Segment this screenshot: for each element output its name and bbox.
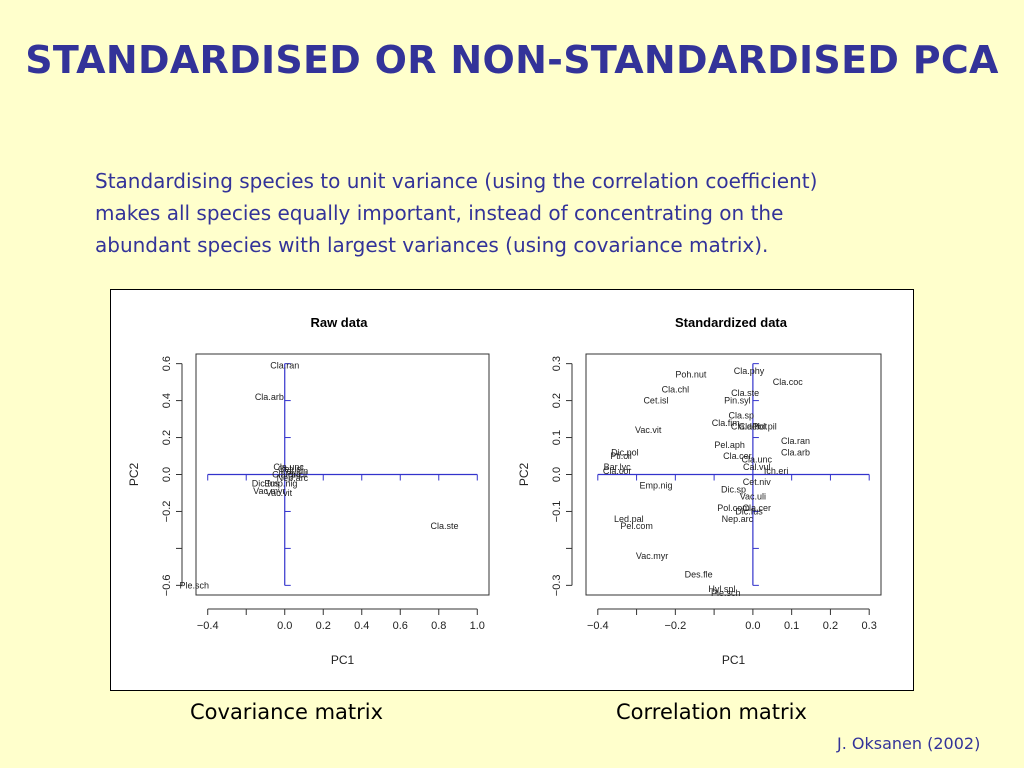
p1-species-label: Cla.gra <box>272 470 301 480</box>
caption-covariance: Covariance matrix <box>190 700 384 724</box>
p2-y-tick-label: 0.2 <box>551 393 563 408</box>
p2-species-label: Cla.unc <box>742 455 773 465</box>
p1-chart-title: Raw data <box>310 315 368 330</box>
p2-species-label: Dic.fus <box>735 506 763 516</box>
slide-title: STANDARDISED OR NON-STANDARDISED PCA <box>25 38 999 82</box>
p1-y-axis-title: PC2 <box>127 463 141 487</box>
p2-species-label: Cla.cor <box>603 466 632 476</box>
p2-x-tick-label: 0.2 <box>823 620 838 632</box>
p1-species-label: Cla.arb <box>255 392 284 402</box>
p2-species-label: Cla.sp <box>728 410 754 420</box>
p2-x-axis-title: PC1 <box>722 653 746 667</box>
p2-x-tick-label: −0.4 <box>587 620 609 632</box>
p1-y-tick-label: −0.2 <box>161 501 173 523</box>
p2-species-label: Cla.ran <box>781 436 810 446</box>
p2-plot-frame <box>585 353 882 596</box>
p1-species-label: Ple.sch <box>179 580 209 590</box>
p2-y-axis-title: PC2 <box>517 463 531 487</box>
p2-y-tick-label: 0.1 <box>551 430 563 445</box>
p2-species-label: Pol.com <box>717 503 750 513</box>
p2-x-tick-label: 0.0 <box>745 620 760 632</box>
p2-species-label: Cla.arb <box>781 447 810 457</box>
p2-species-label: Des.fle <box>685 569 713 579</box>
p2-species-label: Cla.chl <box>662 385 690 395</box>
p2-species-label: Dic.pol <box>611 447 639 457</box>
p2-species-label: Cla.coc <box>773 377 804 387</box>
p1-species-label: Vac.vit <box>266 488 293 498</box>
p1-x-tick-label: 0.2 <box>316 620 331 632</box>
p2-species-label: Poh.nut <box>675 370 707 380</box>
p1-y-tick-label: 0.2 <box>161 430 173 445</box>
p1-x-axis-title: PC1 <box>331 653 355 667</box>
p2-species-label: Ple.sch <box>711 588 741 598</box>
p1-species-label: Pol.jun <box>281 466 309 476</box>
p2-species-label: Nep.arc <box>722 514 754 524</box>
p1-species-label: Nep.arc <box>277 473 309 483</box>
pca-figure: Raw data −0.4 0.0 0.2 0.4 0.6 0.8 1.0 −0.6 −0.2 0.… <box>110 289 914 691</box>
p2-species-label: Vac.myr <box>636 551 668 561</box>
p1-y-tick-label: −0.6 <box>161 575 173 597</box>
p1-species-label: Cet.isl <box>278 464 303 474</box>
p2-species-label: Cla.ste <box>731 388 759 398</box>
p1-y-tick-label: 0.6 <box>161 356 173 371</box>
p2-species-label: Bar.lyc <box>604 462 632 472</box>
p2-species-label: Cla.cer <box>723 451 752 461</box>
p1-x-tick-label: 1.0 <box>470 620 485 632</box>
p2-species-label: Cla.fim <box>712 418 740 428</box>
credit-citation: J. Oksanen (2002) <box>837 734 981 753</box>
p2-x-tick-label: 0.3 <box>862 620 877 632</box>
p1-species-label: Emp.nig <box>264 479 297 489</box>
p1-x-tick-label: 0.8 <box>431 620 446 632</box>
caption-correlation: Correlation matrix <box>616 700 807 724</box>
p2-y-tick-label: 0.0 <box>551 467 563 482</box>
p2-x-tick-label: −0.2 <box>664 620 686 632</box>
p2-species-label: Cla.def <box>731 421 760 431</box>
p1-species-label: Cla.unc <box>273 462 304 472</box>
p2-species-label: Dic.sp <box>721 484 746 494</box>
p1-species-label: Vac.myr <box>253 486 285 496</box>
p2-species-label: Pti.cil <box>610 451 632 461</box>
p2-y-tick-label: 0.3 <box>551 356 563 371</box>
p2-y-tick-label: −0.1 <box>551 501 563 523</box>
p1-species-label: Pti.cil <box>286 470 308 480</box>
p2-species-label: Cet.isl <box>643 396 668 406</box>
p1-species-label: Cla.ste <box>431 521 459 531</box>
p1-x-tick-label: −0.4 <box>197 620 219 632</box>
p1-species-label: Dic.fus <box>252 479 280 489</box>
p2-chart-title: Standardized data <box>675 315 788 330</box>
intro-line-2: makes all species equally important, ins… <box>95 201 784 225</box>
p1-plot-frame <box>195 353 490 596</box>
p2-x-tick-label: 0.1 <box>784 620 799 632</box>
p1-y-tick-label: 0.0 <box>161 467 173 482</box>
p2-species-label: Pel.aph <box>714 440 745 450</box>
p2-species-label: Vac.vit <box>635 425 662 435</box>
p2-species-label: Led.pal <box>614 514 644 524</box>
p2-y-tick-label: −0.3 <box>551 575 563 597</box>
p2-species-label: Cla.cer <box>743 503 772 513</box>
intro-paragraph: Standardising species to unit variance (… <box>95 165 955 261</box>
p2-species-label: Pin.syl <box>724 396 751 406</box>
p1-species-label: Cla.ran <box>270 360 299 370</box>
p2-species-label: Cet.niv <box>743 477 772 487</box>
p1-x-tick-label: 0.4 <box>354 620 369 632</box>
intro-line-1: Standardising species to unit variance (… <box>95 169 818 193</box>
p2-species-label: Cal.vul <box>743 462 771 472</box>
p2-species-label: Emp.nig <box>639 481 672 491</box>
p2-species-label: Cla.phy <box>734 366 765 376</box>
p2-species-label: Pol.pil <box>752 421 777 431</box>
p2-species-label: Vac.uli <box>740 492 766 502</box>
p2-species-label: Pel.com <box>620 521 653 531</box>
p2-species-label: Hyl.spl <box>708 584 735 594</box>
p2-species-label: Cla.bot <box>739 421 768 431</box>
p1-x-tick-label: 0.0 <box>277 620 292 632</box>
p2-species-label: Ich.eri <box>764 466 789 476</box>
intro-line-3: abundant species with largest variances … <box>95 233 769 257</box>
pca-plots: Raw data −0.4 0.0 0.2 0.4 0.6 0.8 1.0 −0.6 −0.2 0.… <box>127 315 882 667</box>
p1-y-tick-label: 0.4 <box>161 393 173 408</box>
p1-x-tick-label: 0.6 <box>393 620 408 632</box>
